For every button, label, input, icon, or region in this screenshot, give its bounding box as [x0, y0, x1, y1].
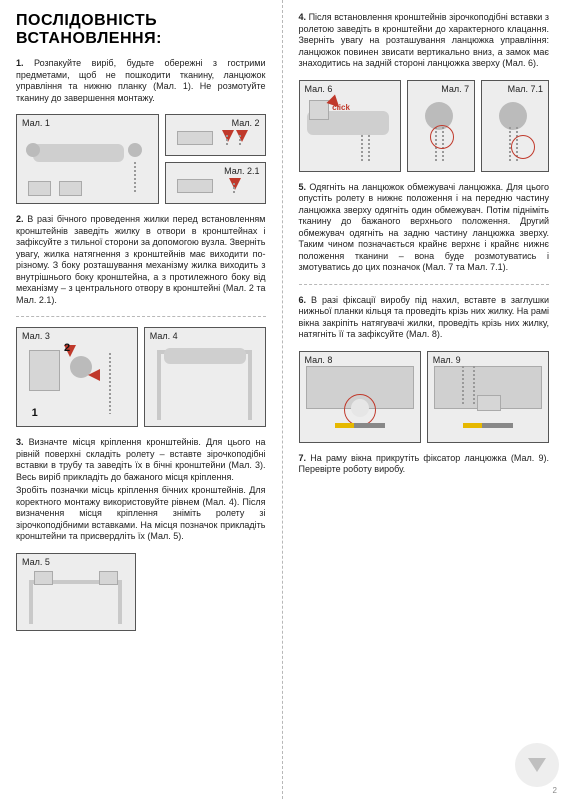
- figure-7: Мал. 7: [407, 80, 475, 172]
- lead-5: 5.: [299, 182, 307, 192]
- divider-left: [16, 316, 266, 317]
- caption-fig2: Мал. 2: [232, 118, 260, 128]
- caption-fig4: Мал. 4: [150, 331, 178, 341]
- text-4: Після встановлення кронштейнів зірочкопо…: [299, 12, 550, 68]
- figure-9: Мал. 9: [427, 351, 549, 443]
- caption-fig6: Мал. 6: [305, 84, 333, 94]
- sketch-fig1: [23, 129, 152, 197]
- caption-fig7-1: Мал. 7.1: [508, 84, 543, 94]
- figure-8: Мал. 8: [299, 351, 421, 443]
- paragraph-4: 4. Після встановлення кронштейнів зірочк…: [299, 12, 550, 70]
- lead-1: 1.: [16, 58, 24, 68]
- paragraph-2: 2. В разі бічного проведення жилки перед…: [16, 214, 266, 306]
- figure-1: Мал. 1: [16, 114, 159, 204]
- figure-row-5: Мал. 8 Мал. 9: [299, 351, 550, 443]
- sketch-fig3: 1 2: [23, 342, 131, 420]
- figure-3: Мал. 3 1 2: [16, 327, 138, 427]
- left-column: ПОСЛІДОВНІСТЬ ВСТАНОВЛЕННЯ: 1. Розпакуйт…: [0, 0, 283, 799]
- lead-6: 6.: [299, 295, 307, 305]
- lead-3: 3.: [16, 437, 24, 447]
- caption-fig9: Мал. 9: [433, 355, 461, 365]
- figure-7-1: Мал. 7.1: [481, 80, 549, 172]
- figure-row-4: Мал. 6 click Мал. 7: [299, 80, 550, 172]
- num-1: 1: [32, 407, 38, 419]
- sketch-fig2: [172, 129, 259, 149]
- caption-fig7: Мал. 7: [441, 84, 469, 94]
- sketch-fig7-1: [488, 95, 542, 165]
- page-number: 2: [553, 786, 557, 795]
- figure-row-3: Мал. 5: [16, 553, 266, 631]
- lead-4: 4.: [299, 12, 307, 22]
- sketch-fig9: [434, 366, 542, 436]
- paragraph-3b: Зробіть позначки місць кріплення бічних …: [16, 485, 266, 543]
- caption-fig1: Мал. 1: [22, 118, 50, 128]
- sketch-fig4: [151, 342, 259, 420]
- text-1: Розпакуйте виріб, будьте обережні з гост…: [16, 58, 266, 103]
- paragraph-3a: 3. Визначте місця кріплення кронштейнів.…: [16, 437, 266, 483]
- figure-row-2: Мал. 3 1 2 Мал. 4: [16, 327, 266, 427]
- right-column: 4. Після встановлення кронштейнів зірочк…: [283, 0, 565, 799]
- lead-7: 7.: [299, 453, 307, 463]
- caption-fig2-1: Мал. 2.1: [224, 166, 259, 176]
- figure-5: Мал. 5: [16, 553, 136, 631]
- text-7: На раму вікна прикрутіть фіксатор ланцюж…: [299, 453, 550, 475]
- lead-2: 2.: [16, 214, 24, 224]
- paragraph-7: 7. На раму вікна прикрутіть фіксатор лан…: [299, 453, 550, 476]
- sketch-fig8: [306, 366, 414, 436]
- caption-fig8: Мал. 8: [305, 355, 333, 365]
- text-3a: Визначте місця кріплення кронштейнів. Дл…: [16, 437, 266, 482]
- figure-4: Мал. 4: [144, 327, 266, 427]
- sketch-fig5: [23, 568, 129, 624]
- paragraph-5: 5. Одягніть на ланцюжок обмежувачі ланцю…: [299, 182, 550, 274]
- figure-row-1: Мал. 1 Мал. 2: [16, 114, 266, 204]
- text-5: Одягніть на ланцюжок обмежувачі ланцюжка…: [299, 182, 550, 273]
- page-title: ПОСЛІДОВНІСТЬ ВСТАНОВЛЕННЯ:: [16, 12, 266, 48]
- figure-2: Мал. 2: [165, 114, 266, 156]
- paragraph-1: 1. Розпакуйте виріб, будьте обережні з г…: [16, 58, 266, 104]
- figure-2-1: Мал. 2.1: [165, 162, 266, 204]
- paragraph-6: 6. В разі фіксації виробу під нахил, вст…: [299, 295, 550, 341]
- text-2: В разі бічного проведення жилки перед вс…: [16, 214, 266, 305]
- caption-fig5: Мал. 5: [22, 557, 50, 567]
- text-6: В разі фіксації виробу під нахил, вставт…: [299, 295, 550, 340]
- sketch-fig2-1: [172, 177, 259, 197]
- figure-6: Мал. 6 click: [299, 80, 402, 172]
- download-badge-icon: [515, 743, 559, 787]
- sketch-fig6: click: [306, 95, 395, 165]
- divider-right: [299, 284, 550, 285]
- num-2: 2: [64, 342, 70, 354]
- caption-fig3: Мал. 3: [22, 331, 50, 341]
- sketch-fig7: [414, 95, 468, 165]
